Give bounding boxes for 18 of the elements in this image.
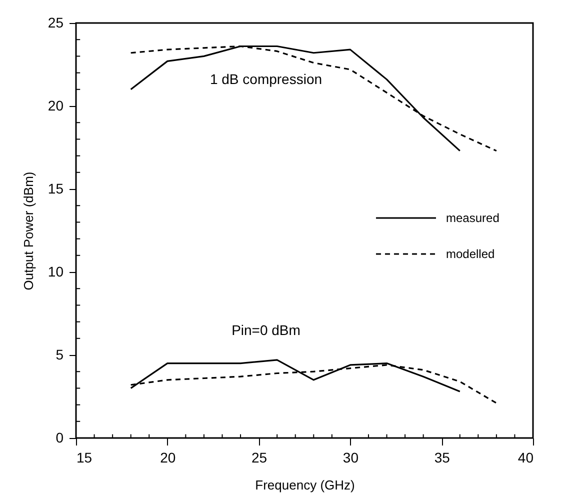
y-tick-label: 10: [48, 264, 64, 280]
x-tick-label: 40: [518, 450, 534, 466]
x-axis-title: Frequency (GHz): [255, 478, 355, 492]
y-tick-label: 15: [48, 180, 64, 196]
x-tick-label: 20: [160, 450, 176, 466]
annotation: Pin=0 dBm: [232, 322, 300, 338]
annotation: 1 dB compression: [210, 71, 322, 87]
x-tick-label: 15: [76, 450, 92, 466]
legend-label: measured: [446, 211, 500, 225]
y-tick-label: 20: [48, 98, 64, 114]
y-tick-label: 0: [56, 430, 64, 446]
y-axis-title: Output Power (dBm): [20, 172, 36, 290]
x-tick-label: 25: [252, 450, 268, 466]
y-tick-label: 5: [56, 346, 64, 362]
x-tick-label: 35: [434, 450, 450, 466]
y-tick-label: 25: [48, 14, 64, 30]
legend-label: modelled: [446, 247, 495, 261]
x-tick-label: 30: [342, 450, 359, 466]
